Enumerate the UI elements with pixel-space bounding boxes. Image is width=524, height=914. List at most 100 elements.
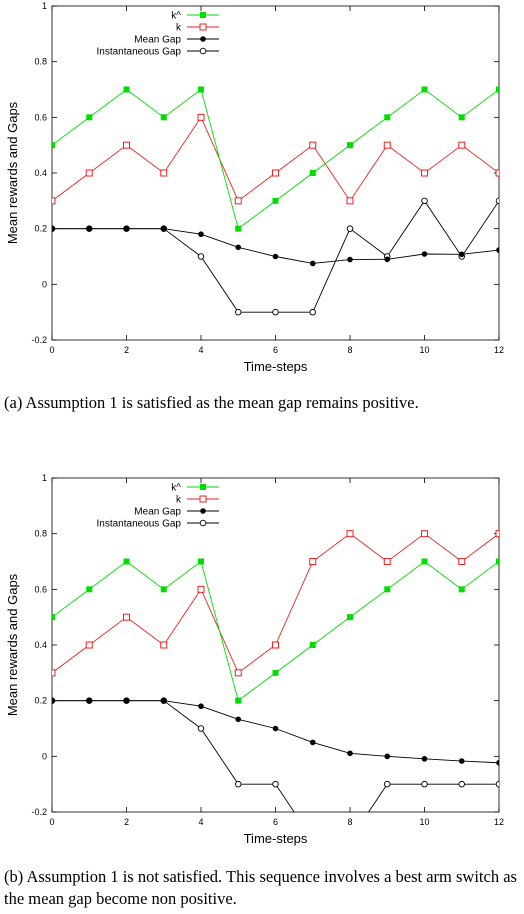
data-point-instantaneous-gap — [495, 780, 499, 788]
legend-label: Mean Gap — [134, 507, 181, 518]
data-point-k — [383, 558, 391, 565]
series-group — [52, 86, 499, 316]
data-point-instantaneous-gap — [421, 780, 428, 788]
y-tick-label: 0.8 — [34, 57, 47, 67]
data-point-mean-gap — [347, 256, 353, 263]
data-point-instantaneous-gap — [234, 308, 242, 316]
y-tick-label: 0.6 — [34, 584, 47, 594]
legend-swatch-marker — [200, 36, 206, 42]
x-tick-label: 4 — [198, 817, 203, 827]
y-tick-label: 0.8 — [34, 529, 47, 539]
x-tick-label: 2 — [124, 345, 129, 355]
x-tick-label: 10 — [419, 345, 429, 355]
caption-a: (a) Assumption 1 is satisfied as the mea… — [4, 393, 419, 412]
legend-label: k — [176, 23, 182, 34]
data-point-k — [309, 141, 317, 149]
y-tick-label: 1 — [42, 473, 47, 483]
data-point-k — [52, 614, 55, 621]
y-axis-label: Mean rewards and Gaps — [5, 573, 20, 716]
figure-panel-b: -0.2 0 0.2 0.4 0.6 0.8 1 0 2 4 6 8 10 12 Time-steps Mea… — [0, 472, 524, 914]
data-point-mean-gap — [384, 256, 391, 263]
data-point-mean-gap — [235, 716, 242, 723]
x-tick-label: 10 — [419, 817, 429, 827]
data-point-mean-gap — [458, 758, 465, 764]
data-point-mean-gap — [272, 253, 279, 260]
data-point-k — [197, 113, 205, 121]
data-point-instantaneous-gap — [272, 780, 279, 788]
data-point-mean-gap — [235, 244, 242, 251]
data-point-mean-gap — [86, 225, 93, 232]
legend-label: Instantaneous Gap — [96, 519, 181, 530]
data-point-k — [458, 558, 466, 565]
data-point-k — [309, 642, 316, 648]
y-axis-label: Mean rewards and Gaps — [5, 101, 20, 244]
data-point-k — [458, 586, 465, 593]
legend-swatch-marker — [199, 47, 207, 55]
chart-a: -0.200.20.40.60.810 2 4 6 8 10 12Time-stepsMea… — [5, 1, 504, 374]
data-point-k — [52, 142, 55, 149]
data-point-instantaneous-gap — [347, 837, 353, 843]
series-group — [52, 530, 499, 843]
data-point-k — [160, 586, 167, 593]
legend-label: k^ — [171, 11, 181, 22]
data-point-k — [383, 141, 391, 149]
data-point-k — [309, 170, 316, 176]
x-tick-label: 12 — [494, 345, 504, 355]
data-point-mean-gap — [458, 251, 465, 258]
y-tick-label: 0 — [42, 751, 47, 761]
series-line-k — [52, 88, 499, 230]
data-point-k — [496, 558, 499, 565]
data-point-mean-gap — [272, 725, 279, 732]
legend-swatch-marker — [200, 508, 206, 514]
data-point-mean-gap — [123, 697, 130, 704]
data-point-k — [234, 669, 242, 677]
x-axis-label: Time-steps — [244, 831, 308, 846]
series-line-k — [52, 116, 499, 202]
data-point-mean-gap — [160, 697, 167, 704]
x-tick-label: 4 — [198, 345, 203, 355]
y-tick-label: 0 — [42, 279, 47, 289]
data-point-mean-gap — [421, 756, 428, 762]
legend-swatch-marker — [200, 12, 206, 18]
legend-label: Mean Gap — [134, 35, 181, 46]
y-tick-label: 0.2 — [34, 696, 47, 706]
data-point-k — [123, 86, 130, 93]
data-point-mean-gap — [496, 247, 499, 253]
y-tick-label: 1 — [42, 1, 47, 11]
data-point-mean-gap — [52, 697, 55, 704]
legend-label: k — [176, 495, 182, 506]
data-point-k — [86, 586, 93, 593]
x-tick-label: 0 — [49, 817, 54, 827]
data-point-mean-gap — [421, 251, 428, 257]
y-tick-label: 0.2 — [34, 224, 47, 234]
data-point-k — [52, 197, 56, 205]
x-tick-label: 0 — [49, 345, 54, 355]
chart-b: -0.200.20.40.60.810 2 4 6 8 10 12Time-stepsMea… — [5, 473, 504, 846]
x-tick-label: 8 — [347, 345, 352, 355]
data-point-k — [347, 142, 353, 149]
data-point-instantaneous-gap — [272, 308, 279, 316]
data-point-k — [458, 114, 465, 121]
data-point-k — [272, 197, 279, 204]
data-point-k — [421, 86, 428, 93]
y-tick-label: 0.6 — [34, 112, 47, 122]
data-point-k — [346, 530, 354, 538]
data-point-k — [272, 641, 279, 649]
data-point-k — [421, 169, 428, 177]
y-tick-label: -0.2 — [31, 807, 47, 817]
data-point-instantaneous-gap — [458, 780, 466, 788]
data-point-k — [160, 169, 168, 177]
data-point-k — [235, 697, 242, 704]
data-point-k — [495, 530, 499, 538]
x-tick-label: 2 — [124, 817, 129, 827]
data-point-k — [384, 586, 391, 593]
y-tick-label: 0.4 — [34, 640, 47, 650]
data-point-k — [309, 558, 317, 565]
legend-label: Instantaneous Gap — [96, 47, 181, 58]
data-point-k — [86, 114, 93, 121]
data-point-instantaneous-gap — [197, 253, 205, 260]
data-point-instantaneous-gap — [197, 725, 205, 732]
data-point-mean-gap — [198, 231, 204, 238]
figure-panel-a: -0.2 0 0.2 0.4 0.6 0.8 1 0 2 4 6 8 10 12 Time-steps Mea… — [4, 1, 504, 412]
